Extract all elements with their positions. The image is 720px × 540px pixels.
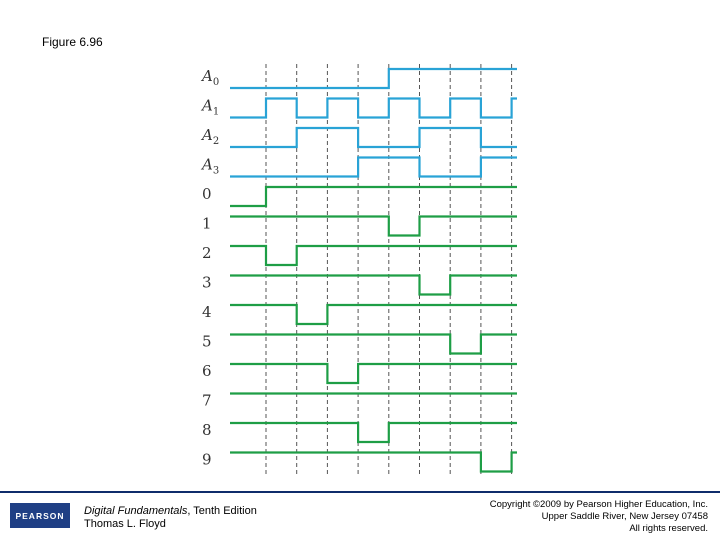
signal-label-0: 0: [202, 185, 212, 203]
signal-label-9: 9: [202, 451, 212, 469]
waveform-1: [230, 215, 517, 237]
waveform-8: [230, 421, 517, 444]
copyright-notice: Copyright ©2009 by Pearson Higher Educat…: [490, 499, 708, 535]
book-author: Thomas L. Floyd: [84, 518, 166, 530]
book-info: Digital Fundamentals, Tenth Edition Thom…: [84, 505, 257, 531]
waveform-a1: [230, 97, 517, 119]
waveform-5: [230, 333, 517, 355]
signal-label-a3: A3: [200, 156, 219, 177]
book-edition: , Tenth Edition: [187, 505, 257, 517]
footer-divider: [0, 491, 720, 493]
copyright-line-2: Upper Saddle River, New Jersey 07458: [541, 511, 708, 522]
waveform-4: [230, 303, 517, 326]
signal-label-8: 8: [202, 421, 212, 439]
timing-diagram: A0 A1 A2 A3 0 1 2 3 4 5 6 7 8 9: [200, 64, 517, 476]
waveform-9: [230, 451, 517, 473]
waveform-6: [230, 362, 517, 385]
signal-label-2: 2: [202, 244, 212, 262]
waveform-a3: [230, 156, 517, 178]
logo-text: PEARSON: [15, 510, 65, 521]
copyright-line-1: Copyright ©2009 by Pearson Higher Educat…: [489, 499, 708, 510]
waveform-0: [230, 185, 517, 208]
waveform-a0: [230, 67, 517, 90]
signal-label-3: 3: [202, 274, 212, 292]
signal-label-4: 4: [202, 303, 212, 321]
copyright-line-3: All rights reserved.: [629, 523, 708, 534]
signal-label-a2: A2: [200, 126, 219, 147]
signal-label-5: 5: [202, 333, 212, 351]
signal-label-6: 6: [202, 362, 212, 380]
waveform-a2: [230, 126, 517, 149]
pearson-logo: PEARSON: [10, 503, 70, 528]
waveform-2: [230, 244, 517, 267]
signal-label-a0: A0: [200, 67, 219, 88]
signal-label-1: 1: [202, 215, 212, 233]
waveform-3: [230, 274, 517, 296]
signal-label-a1: A1: [200, 97, 219, 118]
figure-title: Figure 6.96: [42, 35, 103, 49]
book-title: Digital Fundamentals: [84, 505, 188, 517]
signal-label-7: 7: [202, 392, 212, 410]
